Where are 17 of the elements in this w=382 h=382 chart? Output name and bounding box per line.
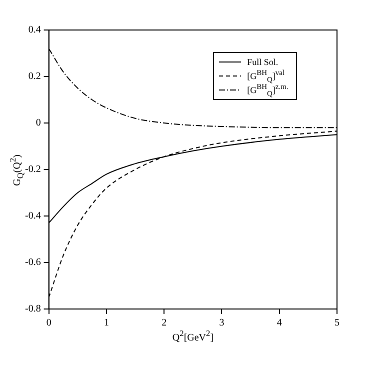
y-tick-label: -0.6 bbox=[24, 257, 41, 268]
x-tick-label: 1 bbox=[104, 318, 109, 329]
y-tick-label: 0.4 bbox=[28, 24, 41, 36]
x-tick-label: 0 bbox=[46, 318, 52, 329]
y-tick-label: 0.2 bbox=[28, 71, 41, 82]
legend-label: Full Sol. bbox=[247, 57, 278, 68]
x-tick-label: 2 bbox=[162, 318, 167, 329]
y-tick-label: -0.2 bbox=[24, 164, 41, 176]
legend-label: [G$^{BH}$$_{Q}$]$^{val}$ bbox=[247, 68, 285, 84]
y-tick-label: -0.4 bbox=[24, 210, 41, 222]
x-axis-title: Q$^{2}$[GeV$^{2}$] bbox=[172, 329, 214, 344]
y-tick-label: 0 bbox=[36, 118, 41, 129]
y-tick-label: -0.8 bbox=[24, 304, 41, 315]
x-tick-label: 5 bbox=[334, 318, 340, 329]
x-tick-label: 3 bbox=[219, 318, 224, 329]
x-tick-label: 4 bbox=[276, 318, 282, 329]
legend-label: [G$^{BH}$$_{Q}$]$^{z.m.}$ bbox=[247, 82, 288, 98]
